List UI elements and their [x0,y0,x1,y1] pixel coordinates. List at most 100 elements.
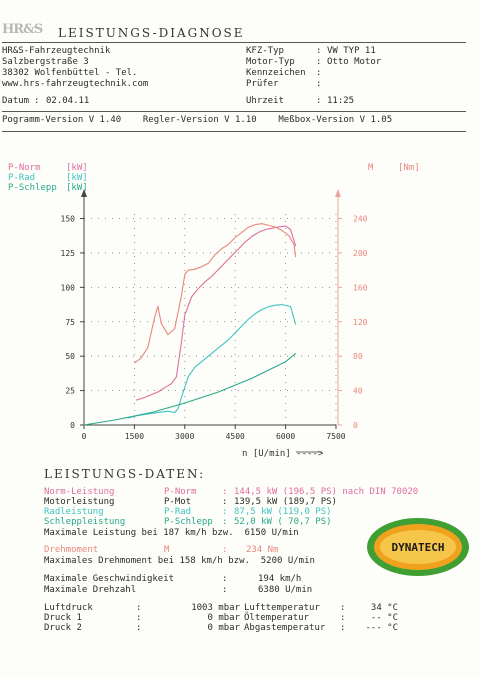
data-row-sym: P-Schlepp [164,517,213,527]
performance-chart: P-Norm [kW] P-Rad [kW] P-Schlepp [kW] M [Nm] 0… [8,163,420,459]
legend-item: P-Schlepp [8,183,57,193]
data-row-sep: : [222,507,228,517]
max-drehzahl-label: Maximale Drehzahl [44,585,137,595]
legend-item: P-Norm [8,163,41,173]
company-web: www.hrs-fahrzeugtechnik.com [2,79,149,89]
x-tick-label: 3000 [175,432,194,441]
series-line-p-norm [135,225,297,401]
badge-text: DYNATECH [392,541,445,554]
ambient-value2: --- °C [365,623,398,633]
pruefer-sep: : [316,79,322,89]
ambient-label2: Lufttemperatur [244,603,320,613]
section-title: LEISTUNGS-DATEN: [44,467,206,481]
y-right-tick-label: 120 [353,318,368,327]
ambient-sep: : [136,613,142,623]
x-tick-label: 1500 [125,432,144,441]
ambient-value2: 34 °C [370,603,398,613]
drehmoment-sym: M [164,545,170,555]
ambient-label: Druck 2 [44,623,82,633]
y-axis-left-arrow [81,189,87,197]
datum-value: 02.04.11 [46,96,90,106]
y-left-tick-label: 25 [65,387,75,396]
data-row-value: 144,5 kW (196,5 PS) nach DIN 70020 [234,487,419,497]
company-logo: HR&S [2,22,43,37]
x-tick-label: 4500 [226,432,245,441]
version-line: Pogramm-Version V 1.40 Regler-Version V … [2,115,393,125]
series-line-p-schlepp [83,352,297,426]
chart-series [83,223,297,426]
y-right-tick-label: 40 [353,387,363,396]
ambient-sep: : [136,623,142,633]
legend-right-unit: [Nm] [398,163,420,173]
divider [2,131,466,132]
chart-axes [81,189,341,453]
kfz-typ-sep: : [316,46,322,56]
ambient-value: 0 mbar [207,613,240,623]
max-drehzahl-value: 6380 U/min [258,585,313,595]
data-row-sep: : [222,517,228,527]
motor-typ-value: Otto Motor [327,57,382,67]
series-line-m [134,223,297,364]
data-row-label: Radleistung [44,507,104,517]
kennzeichen-label: Kennzeichen [246,68,306,78]
dynatech-badge-icon: DYNATECH [367,518,469,576]
max-geschw-sep: : [222,574,228,584]
ambient-value: 0 mbar [207,623,240,633]
ambient-label: Druck 1 [44,613,82,623]
y-axis-right-arrow [335,189,341,197]
pruefer-label: Prüfer [246,79,279,89]
data-row-sep: : [222,487,228,497]
legend-left: P-Norm [kW] P-Rad [kW] P-Schlepp [kW] [8,163,88,193]
drehmoment-sep: : [222,545,228,555]
data-row-value: 52,0 kW ( 70,7 PS) [234,517,332,527]
kennzeichen-sep: : [316,68,322,78]
divider [2,111,466,112]
data-row-sym: P-Norm [164,487,197,497]
max-geschw-label: Maximale Geschwindigkeit [44,574,175,584]
x-tick-label: 6000 [276,432,295,441]
drehmoment-value: 234 Nm [246,545,279,555]
data-row-value: 87,5 kW (119,0 PS) [234,507,332,517]
y-left-tick-label: 150 [61,215,76,224]
uhrzeit-label: Uhrzeit [246,96,284,106]
series-line-p-rad [127,304,297,419]
data-row-label: Motorleistung [44,497,115,507]
x-tick-label: 0 [82,432,87,441]
y-right-tick-label: 80 [353,352,363,361]
ambient-sep: : [340,613,346,623]
x-tick-label: 7500 [326,432,345,441]
legend-unit: [kW] [66,183,88,193]
datum-label: Datum [2,96,30,106]
legend-item: P-Rad [8,173,35,183]
data-row-sep: : [222,497,228,507]
uhrzeit-value: 11:25 [327,96,355,106]
datum-sep: : [34,96,40,106]
ambient-sep: : [340,603,346,613]
chart-grid [84,211,337,425]
company-name: HR&S-Fahrzeugtechnik [2,46,111,56]
kfz-typ-value: VW TYP 11 [327,46,376,56]
x-axis-label: n [U/min] ----> [242,449,324,459]
kfz-typ-label: KFZ-Typ [246,46,284,56]
company-city: 38302 Wolfenbüttel - Tel. [2,68,138,78]
data-row-sym: P-Rad [164,507,192,517]
y-left-tick-label: 50 [65,352,75,361]
data-row-label: Norm-Leistung [44,487,115,497]
motor-typ-sep: : [316,57,322,67]
y-left-tick-label: 0 [70,421,75,430]
ambient-label2: Abgastemperatur [244,623,326,633]
data-row-sym: P-Mot [164,497,192,507]
y-left-tick-label: 100 [61,283,76,292]
y-right-tick-label: 160 [353,283,368,292]
ambient-sep: : [340,623,346,633]
y-left-tick-label: 125 [61,249,76,258]
company-street: Salzbergstraße 3 [2,57,89,67]
legend-right: M [Nm] [368,163,420,173]
legend-right-item: M [368,163,374,173]
ambient-value2: -- °C [370,613,398,623]
legend-unit: [kW] [66,173,88,183]
ambient-sep: : [136,603,142,613]
max-geschw-value: 194 km/h [258,574,302,584]
max-leistung: Maximale Leistung bei 187 km/h bzw. 6150… [44,528,299,538]
